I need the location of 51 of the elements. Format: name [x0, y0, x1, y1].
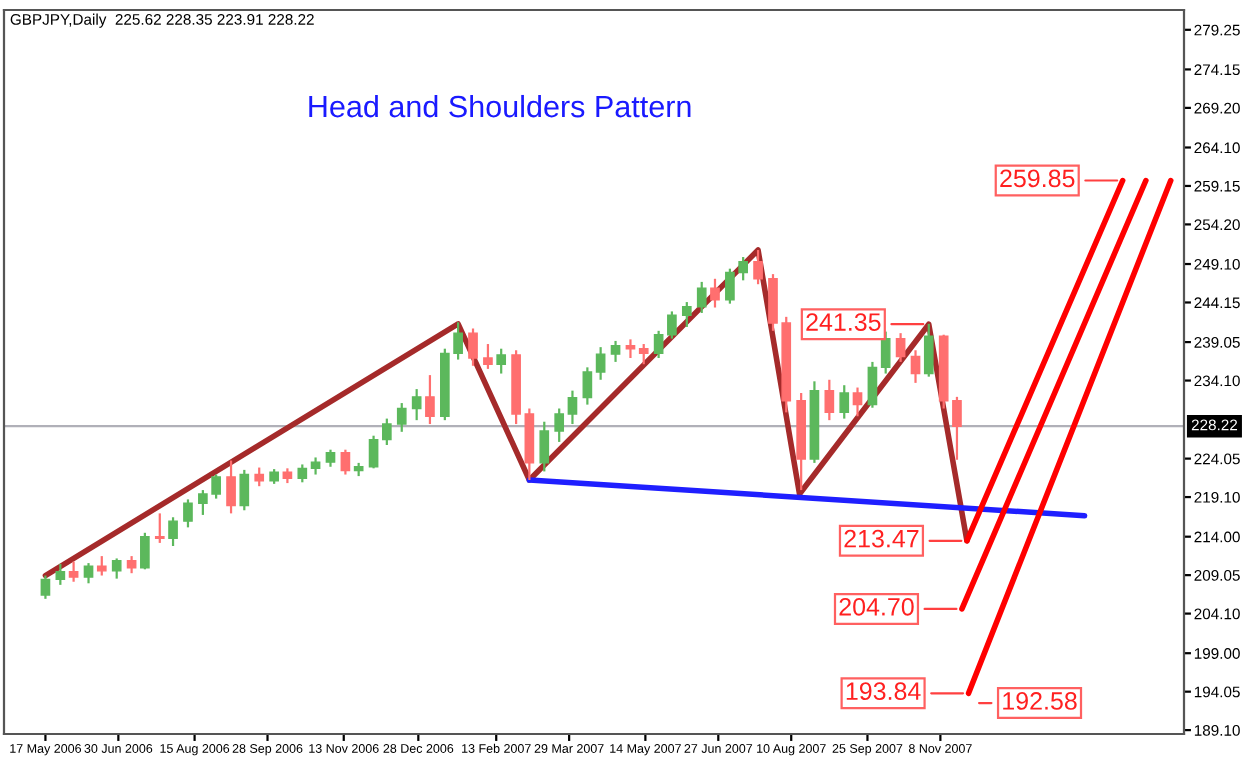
candlestick — [425, 374, 435, 426]
annotation: 241.35 — [806, 313, 881, 331]
candlestick — [68, 560, 79, 583]
candlestick — [340, 448, 351, 476]
annotation: 193.84 — [846, 682, 921, 701]
annotation: 204.70 — [839, 597, 914, 616]
candlestick — [468, 327, 478, 367]
candlestick — [696, 280, 707, 315]
candlestick — [539, 420, 550, 473]
candlestick — [852, 386, 863, 418]
candlestick — [824, 378, 835, 422]
candlestick — [140, 531, 150, 571]
candlestick — [839, 384, 850, 420]
candlestick — [638, 342, 649, 366]
candlestick — [895, 332, 906, 364]
candlestick — [867, 360, 878, 409]
candlestick — [254, 466, 265, 488]
candlestick — [239, 468, 250, 512]
candlestick — [567, 389, 578, 426]
candlestick — [667, 310, 677, 340]
candlestick — [496, 347, 507, 375]
candlestick — [226, 459, 236, 515]
annotation: 213.47 — [844, 529, 919, 548]
candlestick — [653, 329, 664, 360]
candlestick — [554, 407, 565, 444]
candlestick — [582, 366, 593, 406]
line-series — [42, 247, 970, 579]
candlestick — [411, 387, 422, 422]
candlestick — [483, 342, 493, 370]
candlestick — [595, 346, 606, 381]
candlestick — [910, 349, 921, 384]
candlestick — [753, 248, 763, 286]
candlestick — [396, 401, 407, 433]
candlestick — [55, 562, 66, 586]
candlestick — [923, 322, 934, 378]
annotation: 259.85 — [1000, 169, 1075, 188]
candlestick — [681, 300, 692, 329]
candlestick — [111, 557, 122, 580]
candlestick — [83, 561, 94, 585]
candlestick — [368, 434, 379, 470]
text: Head and Shoulders Pattern — [309, 94, 691, 118]
candlestick — [154, 512, 165, 545]
annotation: 192.58 — [1003, 692, 1077, 710]
candlestick — [710, 277, 720, 309]
candlestick — [381, 417, 392, 447]
candlestick — [610, 339, 621, 364]
candlestick — [880, 330, 891, 375]
candlestick — [183, 498, 193, 529]
candlestick — [168, 516, 178, 548]
candlestick — [40, 574, 51, 600]
candlestick — [96, 555, 107, 577]
